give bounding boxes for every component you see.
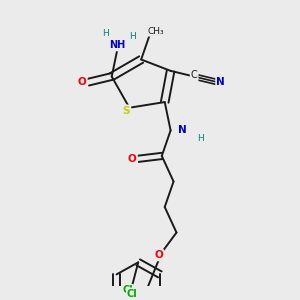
- Text: S: S: [123, 106, 130, 116]
- Text: Cl: Cl: [122, 285, 133, 295]
- Text: H: H: [197, 134, 203, 143]
- Text: N: N: [216, 77, 225, 87]
- Text: H: H: [129, 32, 136, 41]
- Text: O: O: [128, 154, 137, 164]
- Text: NH: NH: [110, 40, 126, 50]
- Text: O: O: [154, 250, 163, 260]
- Text: H: H: [103, 29, 109, 38]
- Text: CH₃: CH₃: [148, 27, 164, 36]
- Text: N: N: [178, 125, 187, 135]
- Text: Cl: Cl: [127, 289, 138, 298]
- Text: C: C: [191, 70, 197, 80]
- Text: O: O: [78, 77, 87, 87]
